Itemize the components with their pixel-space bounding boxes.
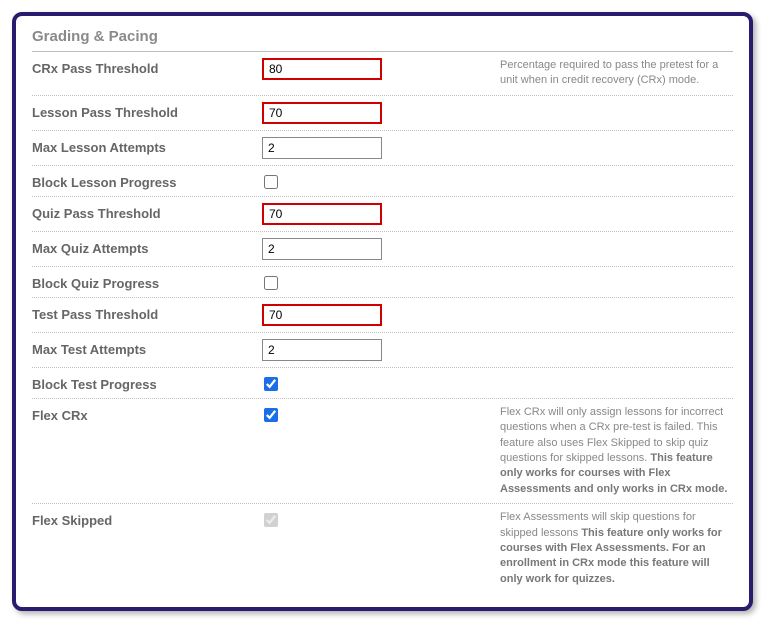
setting-field bbox=[262, 339, 492, 361]
section-title: Grading & Pacing bbox=[32, 24, 733, 52]
setting-row: Max Test Attempts bbox=[32, 333, 733, 368]
setting-description: Flex Assessments will skip questions for… bbox=[492, 510, 733, 587]
setting-row: CRx Pass Threshold Percentage required to… bbox=[32, 52, 733, 96]
setting-row: Block Lesson Progress bbox=[32, 166, 733, 197]
text-input[interactable] bbox=[262, 304, 382, 326]
setting-field bbox=[262, 405, 492, 422]
setting-label: Max Test Attempts bbox=[32, 339, 262, 357]
setting-field bbox=[262, 510, 492, 527]
setting-label: Quiz Pass Threshold bbox=[32, 203, 262, 221]
setting-description: Flex CRx will only assign lessons for in… bbox=[492, 405, 733, 497]
setting-label: Flex CRx bbox=[32, 405, 262, 423]
setting-label: Block Lesson Progress bbox=[32, 172, 262, 190]
setting-label: Block Quiz Progress bbox=[32, 273, 262, 291]
text-input[interactable] bbox=[262, 203, 382, 225]
checkbox-input[interactable] bbox=[264, 175, 278, 189]
setting-row: Block Test Progress bbox=[32, 368, 733, 399]
checkbox-input[interactable] bbox=[264, 408, 278, 422]
setting-row: Quiz Pass Threshold bbox=[32, 197, 733, 232]
setting-label: Flex Skipped bbox=[32, 510, 262, 528]
setting-description: Percentage required to pass the pretest … bbox=[492, 58, 733, 89]
setting-row: Flex Skipped Flex Assessments will skip q… bbox=[32, 504, 733, 593]
setting-field bbox=[262, 304, 492, 326]
setting-field bbox=[262, 172, 492, 189]
setting-field bbox=[262, 238, 492, 260]
setting-row: Lesson Pass Threshold bbox=[32, 96, 733, 131]
setting-row: Test Pass Threshold bbox=[32, 298, 733, 333]
setting-label: Test Pass Threshold bbox=[32, 304, 262, 322]
text-input[interactable] bbox=[262, 238, 382, 260]
setting-field bbox=[262, 203, 492, 225]
setting-field bbox=[262, 137, 492, 159]
setting-field bbox=[262, 374, 492, 391]
setting-row: Block Quiz Progress bbox=[32, 267, 733, 298]
setting-row: Max Quiz Attempts bbox=[32, 232, 733, 267]
grading-pacing-panel: Grading & Pacing CRx Pass Threshold Perce… bbox=[12, 12, 753, 611]
setting-row: Max Lesson Attempts bbox=[32, 131, 733, 166]
text-input[interactable] bbox=[262, 339, 382, 361]
text-input[interactable] bbox=[262, 137, 382, 159]
setting-row: Flex CRx Flex CRx will only assign lesson… bbox=[32, 399, 733, 504]
text-input[interactable] bbox=[262, 58, 382, 80]
settings-rows: CRx Pass Threshold Percentage required to… bbox=[32, 52, 733, 593]
setting-field bbox=[262, 58, 492, 80]
setting-field bbox=[262, 102, 492, 124]
setting-label: Max Lesson Attempts bbox=[32, 137, 262, 155]
setting-label: Lesson Pass Threshold bbox=[32, 102, 262, 120]
setting-field bbox=[262, 273, 492, 290]
description-text: Percentage required to pass the pretest … bbox=[500, 59, 718, 86]
checkbox-input bbox=[264, 513, 278, 527]
checkbox-input[interactable] bbox=[264, 276, 278, 290]
setting-label: CRx Pass Threshold bbox=[32, 58, 262, 76]
checkbox-input[interactable] bbox=[264, 377, 278, 391]
setting-label: Block Test Progress bbox=[32, 374, 262, 392]
setting-label: Max Quiz Attempts bbox=[32, 238, 262, 256]
text-input[interactable] bbox=[262, 102, 382, 124]
